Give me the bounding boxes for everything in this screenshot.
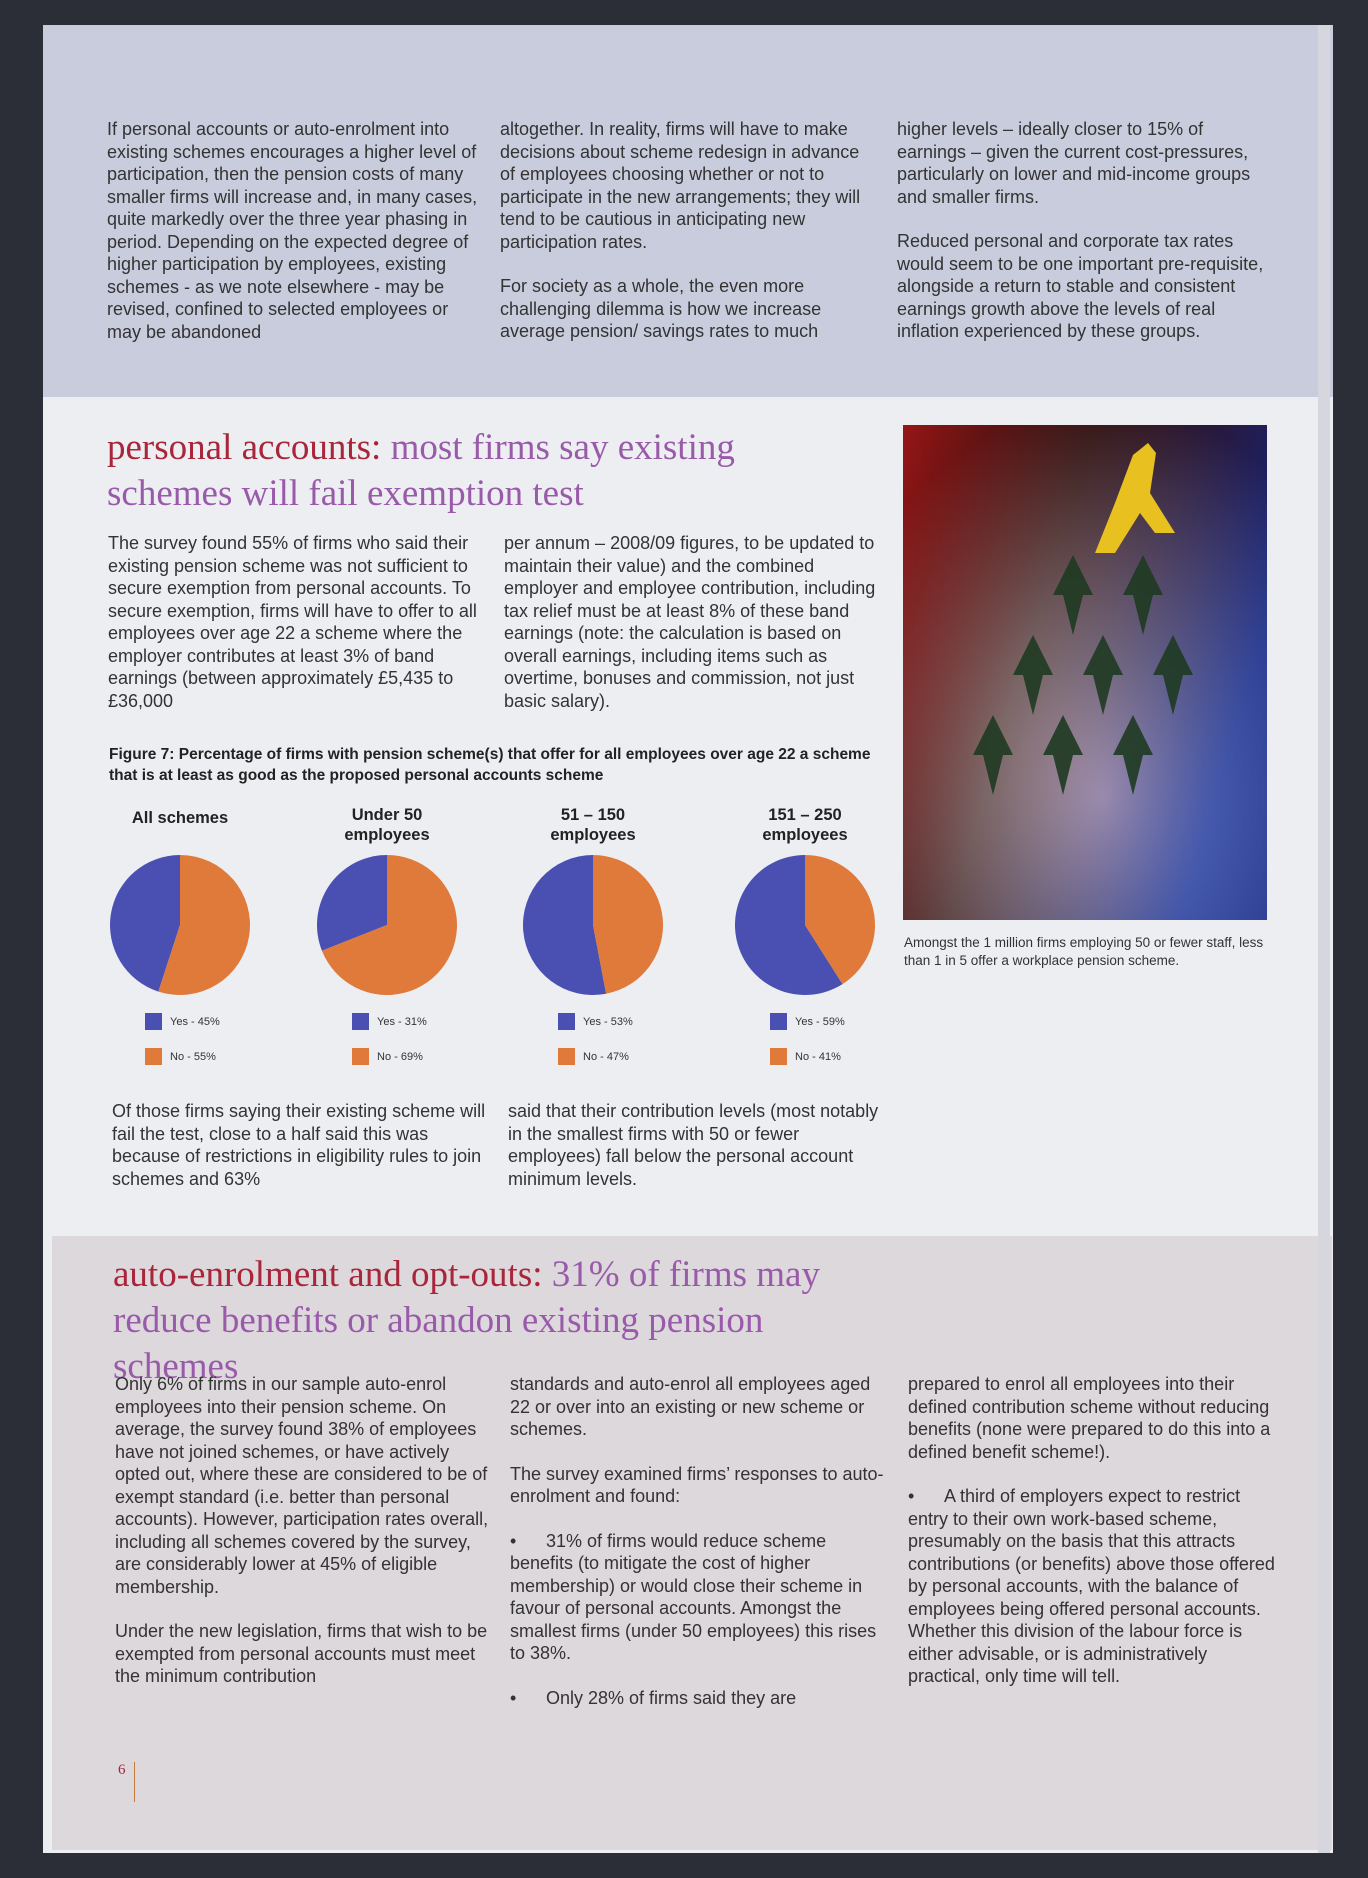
text-column: per annum – 2008/09 figures, to be updat… <box>504 532 879 734</box>
legend-swatch <box>770 1048 787 1065</box>
bullet-list: 31% of firms would reduce scheme benefit… <box>510 1530 885 1710</box>
pie-slice <box>158 855 250 995</box>
text-column: Of those firms saying their existing sch… <box>112 1100 487 1212</box>
text-column: The survey found 55% of firms who said t… <box>108 532 483 734</box>
paragraph: Only 6% of firms in our sample auto-enro… <box>115 1374 489 1597</box>
legend-swatch <box>352 1048 369 1065</box>
figure-caption: Figure 7: Percentage of firms with pensi… <box>109 746 871 784</box>
legend-label: Yes - 59% <box>795 1016 845 1028</box>
heading-rest: most firms say existing schemes will fai… <box>107 427 735 514</box>
legend-label: No - 69% <box>377 1051 423 1063</box>
legend-swatch <box>558 1013 575 1030</box>
pie-chart <box>317 855 457 995</box>
heading-lead: auto-enrolment and opt-outs: <box>113 1254 543 1295</box>
pie-title: All schemes <box>131 809 229 827</box>
legend-swatch <box>145 1048 162 1065</box>
pie-slice <box>321 855 457 995</box>
legend-label: Yes - 31% <box>377 1016 427 1028</box>
pie-title: 51 – 150 employees <box>550 806 636 844</box>
paragraph: If personal accounts or auto-enrolment i… <box>107 119 478 342</box>
pie-slice <box>593 855 663 994</box>
legend-label: No - 55% <box>170 1051 216 1063</box>
paragraph: altogether. In reality, firms will have … <box>500 119 861 252</box>
paragraph: Of those firms saying their existing sch… <box>112 1101 486 1189</box>
section-heading: auto-enrolment and opt-outs: 31% of firm… <box>113 1252 873 1390</box>
bullet-item: 31% of firms would reduce scheme benefit… <box>510 1530 885 1665</box>
pie-title: 151 – 250 employees <box>762 806 848 844</box>
pie-title: Under 50 employees <box>344 806 430 844</box>
pie-slice <box>109 855 180 992</box>
pie-slice <box>317 855 387 951</box>
paragraph: prepared to enrol all employees into the… <box>908 1374 1271 1462</box>
legend-swatch <box>558 1048 575 1065</box>
pie-slice <box>523 855 607 995</box>
pie-chart <box>109 855 250 995</box>
paragraph: standards and auto-enrol all employees a… <box>510 1374 871 1439</box>
text-column: If personal accounts or auto-enrolment i… <box>107 118 482 365</box>
section-heading: personal accounts: most firms say existi… <box>107 425 867 517</box>
pie-chart <box>523 855 663 995</box>
paragraph: said that their contribution levels (mos… <box>508 1101 879 1189</box>
legend-swatch <box>770 1013 787 1030</box>
paragraph: The survey found 55% of firms who said t… <box>108 533 477 711</box>
text-column: Only 6% of firms in our sample auto-enro… <box>115 1373 490 1710</box>
bullet-item: Only 28% of firms said they are <box>510 1687 885 1710</box>
legend-swatch <box>352 1013 369 1030</box>
text-column: prepared to enrol all employees into the… <box>908 1373 1283 1710</box>
heading-lead: personal accounts: <box>107 427 382 468</box>
text-column: higher levels – ideally closer to 15% of… <box>897 118 1272 365</box>
paragraph: higher levels – ideally closer to 15% of… <box>897 119 1251 207</box>
photo-caption: Amongst the 1 million firms employing 50… <box>904 935 1264 968</box>
bullet-list: A third of employers expect to restrict … <box>908 1485 1283 1688</box>
page-number: 6 <box>118 1762 135 1802</box>
legend-swatch <box>145 1013 162 1030</box>
paragraph: Reduced personal and corporate tax rates… <box>897 231 1264 341</box>
pie-slice <box>805 855 875 985</box>
photo <box>903 425 1267 920</box>
bullet-item: A third of employers expect to restrict … <box>908 1485 1283 1688</box>
text-column: altogether. In reality, firms will have … <box>500 118 875 365</box>
legend-label: No - 41% <box>795 1051 841 1063</box>
paragraph: Under the new legislation, firms that wi… <box>115 1621 488 1686</box>
legend-label: Yes - 45% <box>170 1016 220 1028</box>
pie-chart <box>735 855 875 995</box>
paragraph: For society as a whole, the even more ch… <box>500 276 822 341</box>
page-edge <box>1318 25 1330 1853</box>
paragraph: per annum – 2008/09 figures, to be updat… <box>504 533 876 711</box>
pie-slice <box>735 855 843 995</box>
top-band <box>43 25 1333 397</box>
legend-label: No - 47% <box>583 1051 629 1063</box>
text-column: standards and auto-enrol all employees a… <box>510 1373 885 1731</box>
text-column: said that their contribution levels (mos… <box>508 1100 883 1212</box>
heading-rest: 31% of firms may reduce benefits or aban… <box>113 1254 820 1387</box>
legend-label: Yes - 53% <box>583 1016 633 1028</box>
paragraph: The survey examined firms’ responses to … <box>510 1463 884 1507</box>
